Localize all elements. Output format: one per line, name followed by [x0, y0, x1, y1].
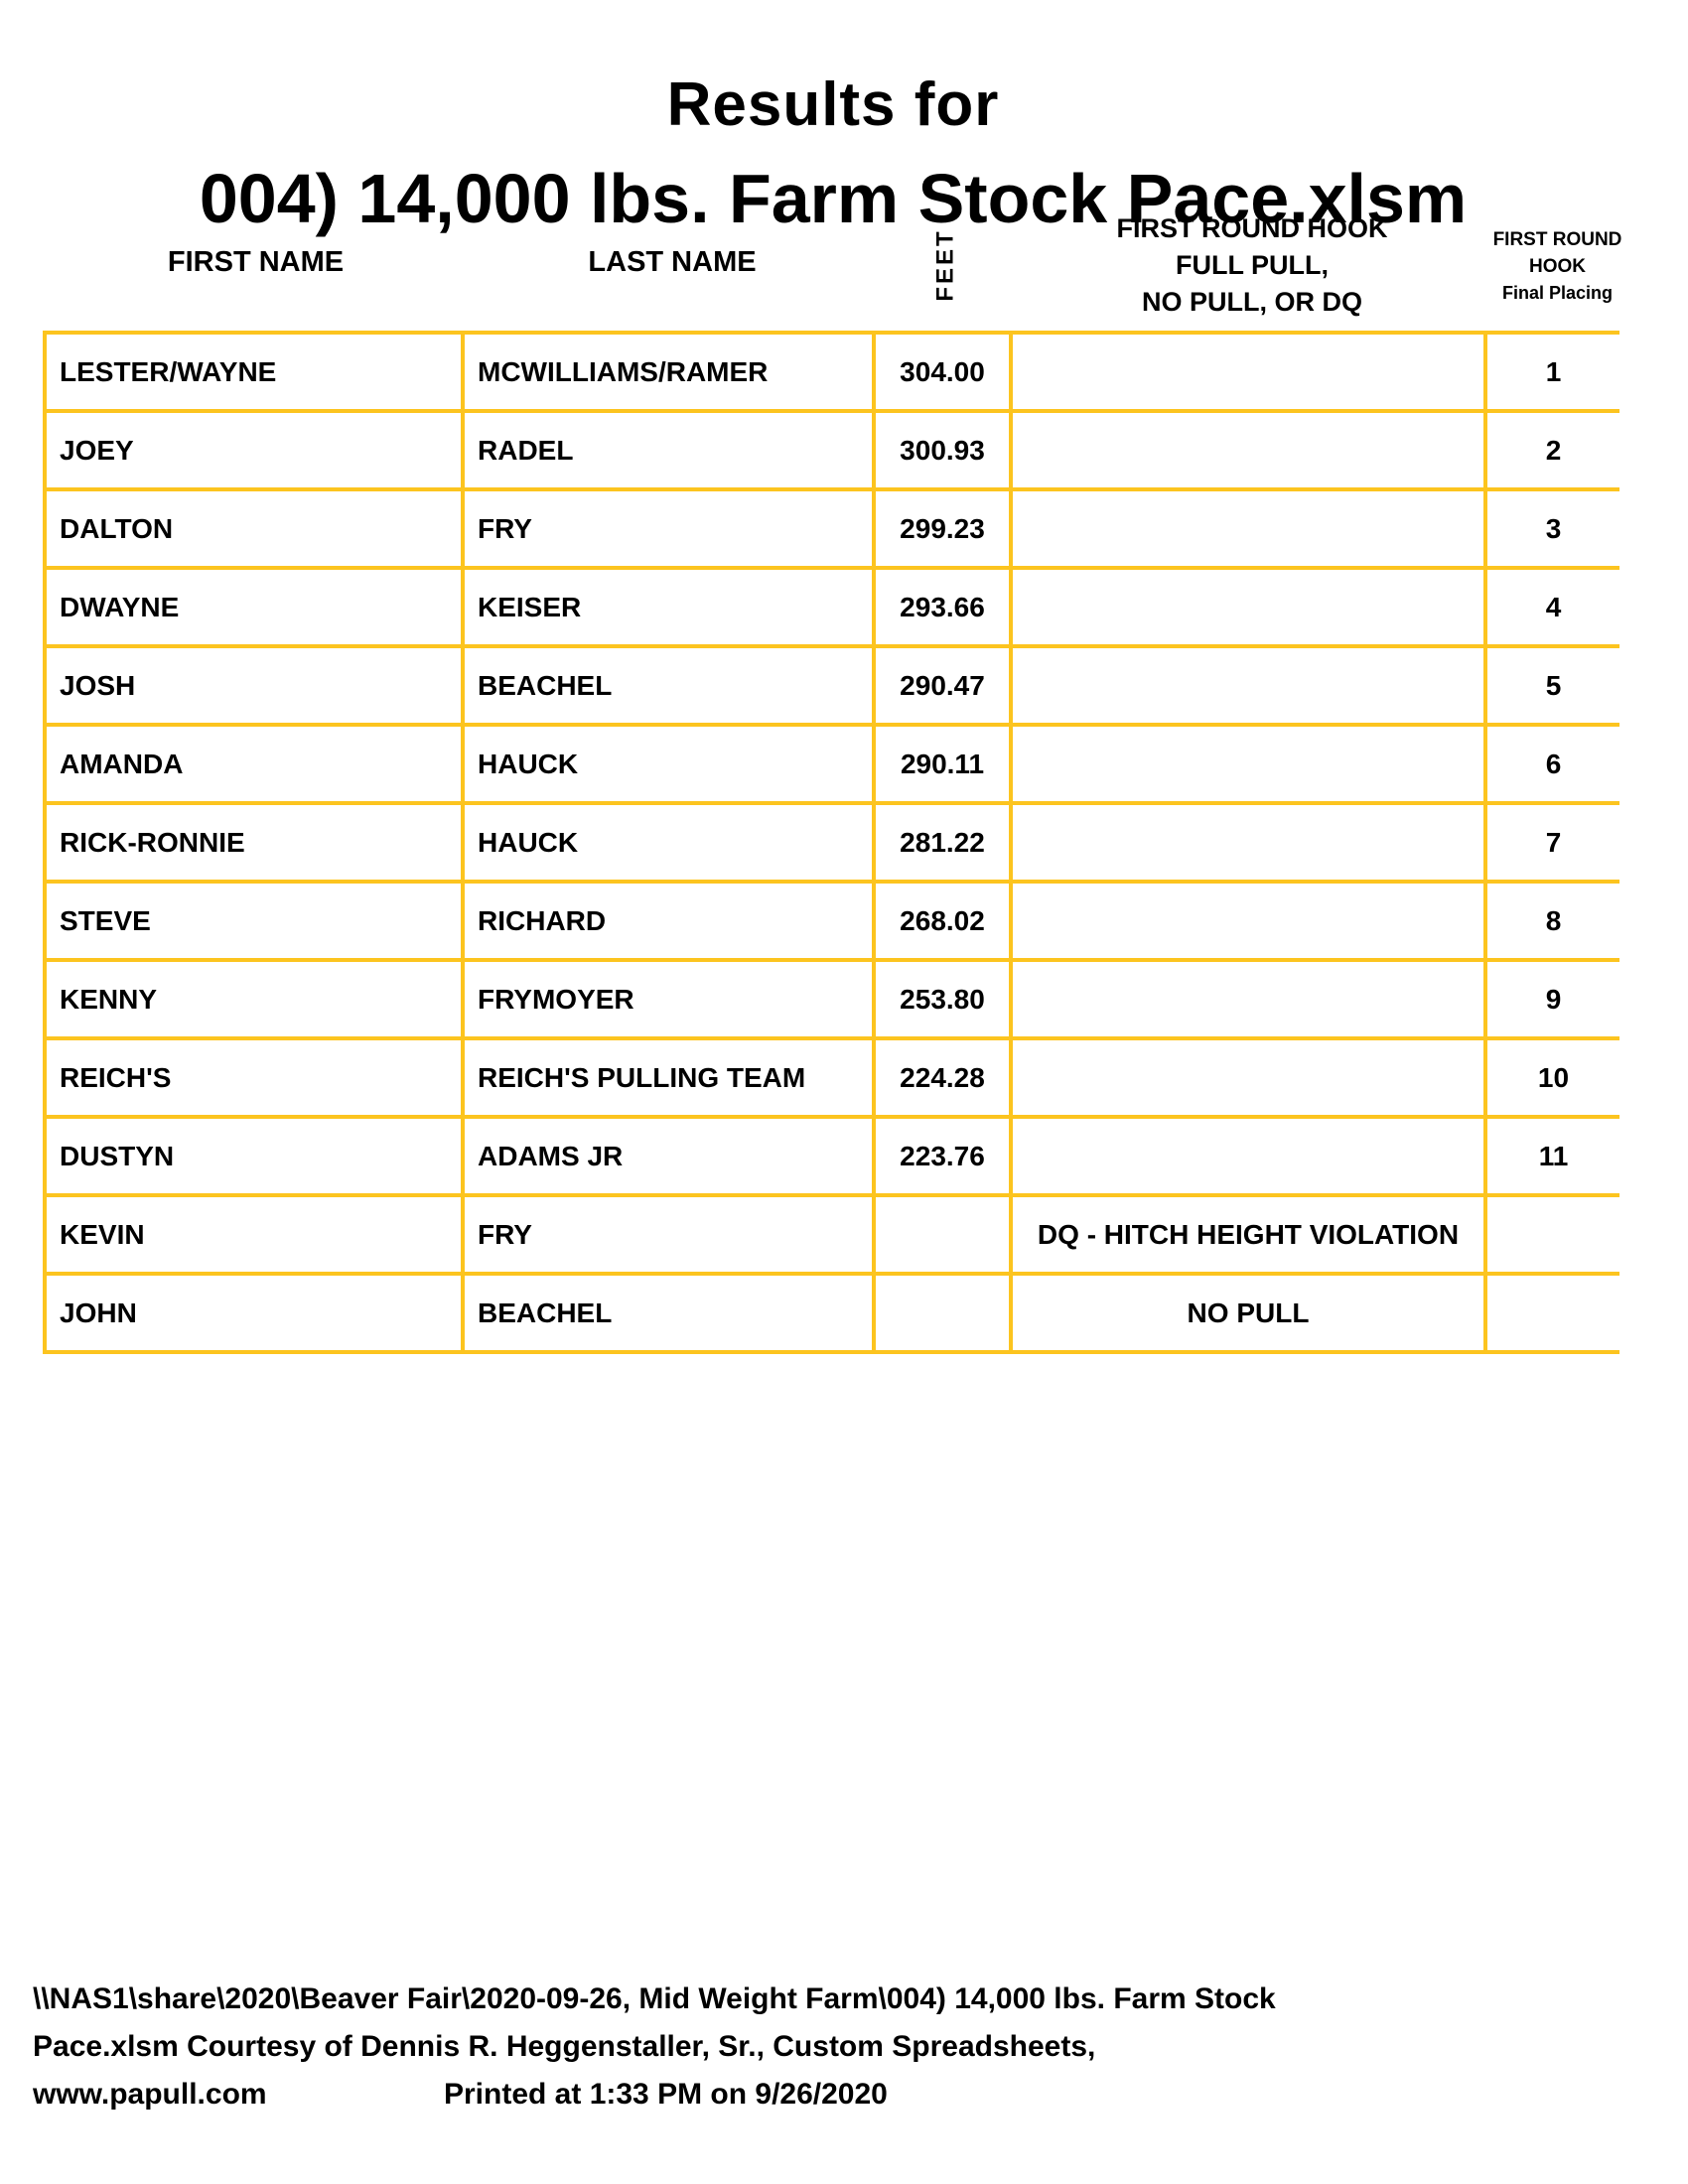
feet-cell: 224.28 — [876, 1040, 1013, 1119]
results-table: LESTER/WAYNE MCWILLIAMS/RAMER 304.00 1 J… — [43, 331, 1619, 1354]
table-row: RICK-RONNIE HAUCK 281.22 7 — [47, 805, 1619, 884]
page-title-line2: 004) 14,000 lbs. Farm Stock Pace.xlsm — [199, 160, 1468, 237]
footer-printed-at: Printed at 1:33 PM on 9/26/2020 — [444, 2078, 888, 2111]
page-title-line1: Results for — [666, 70, 1000, 139]
first-name-cell: DALTON — [47, 491, 465, 570]
placing-cell: 5 — [1487, 648, 1619, 727]
first-name-cell: JOEY — [47, 413, 465, 491]
placing-cell: 7 — [1487, 805, 1619, 884]
hook-status-cell — [1013, 491, 1487, 570]
feet-cell: 223.76 — [876, 1119, 1013, 1197]
placing-cell — [1487, 1276, 1619, 1354]
hook-header-line3: NO PULL, OR DQ — [1142, 287, 1362, 317]
last-name-cell: FRY — [465, 1197, 876, 1276]
first-name-cell: JOSH — [47, 648, 465, 727]
table-row: DUSTYN ADAMS JR 223.76 11 — [47, 1119, 1619, 1197]
hook-status-cell — [1013, 805, 1487, 884]
column-header-final-placing: FIRST ROUND HOOK Final Placing — [1491, 226, 1623, 307]
hook-status-cell — [1013, 1040, 1487, 1119]
last-name-cell: RICHARD — [465, 884, 876, 962]
table-row: KENNY FRYMOYER 253.80 9 — [47, 962, 1619, 1040]
feet-cell: 299.23 — [876, 491, 1013, 570]
last-name-cell: HAUCK — [465, 727, 876, 805]
table-row: KEVIN FRY DQ - HITCH HEIGHT VIOLATION — [47, 1197, 1619, 1276]
last-name-cell: KEISER — [465, 570, 876, 648]
hook-status-cell — [1013, 413, 1487, 491]
first-name-cell: AMANDA — [47, 727, 465, 805]
table-row: LESTER/WAYNE MCWILLIAMS/RAMER 304.00 1 — [47, 335, 1619, 413]
placing-cell: 3 — [1487, 491, 1619, 570]
placing-header-line1: FIRST ROUND — [1492, 229, 1622, 250]
hook-status-cell — [1013, 570, 1487, 648]
feet-cell: 268.02 — [876, 884, 1013, 962]
last-name-cell: FRYMOYER — [465, 962, 876, 1040]
last-name-cell: MCWILLIAMS/RAMER — [465, 335, 876, 413]
last-name-cell: FRY — [465, 491, 876, 570]
footer-courtesy-line: Pace.xlsm Courtesy of Dennis R. Heggenst… — [33, 2030, 1096, 2063]
placing-cell: 2 — [1487, 413, 1619, 491]
hook-status-cell — [1013, 1119, 1487, 1197]
first-name-cell: DWAYNE — [47, 570, 465, 648]
table-row: DALTON FRY 299.23 3 — [47, 491, 1619, 570]
hook-status-cell — [1013, 335, 1487, 413]
feet-cell: 300.93 — [876, 413, 1013, 491]
table-row: JOEY RADEL 300.93 2 — [47, 413, 1619, 491]
table-row: AMANDA HAUCK 290.11 6 — [47, 727, 1619, 805]
footer-file-path-line1: \\NAS1\share\2020\Beaver Fair\2020-09-26… — [33, 1982, 1276, 2015]
footer: \\NAS1\share\2020\Beaver Fair\2020-09-26… — [33, 1976, 1621, 2118]
placing-cell: 10 — [1487, 1040, 1619, 1119]
last-name-cell: BEACHEL — [465, 1276, 876, 1354]
last-name-cell: ADAMS JR — [465, 1119, 876, 1197]
hook-status-cell: NO PULL — [1013, 1276, 1487, 1354]
placing-cell — [1487, 1197, 1619, 1276]
hook-header-line2: FULL PULL, — [1176, 250, 1329, 280]
footer-website: www.papull.com — [33, 2078, 267, 2111]
placing-header-line2: HOOK — [1529, 256, 1586, 277]
column-header-first-name: FIRST NAME — [167, 246, 345, 278]
table-row: STEVE RICHARD 268.02 8 — [47, 884, 1619, 962]
feet-cell: 304.00 — [876, 335, 1013, 413]
feet-cell: 290.11 — [876, 727, 1013, 805]
feet-cell: 281.22 — [876, 805, 1013, 884]
table-row: REICH'S REICH'S PULLING TEAM 224.28 10 — [47, 1040, 1619, 1119]
hook-status-cell — [1013, 962, 1487, 1040]
first-name-cell: REICH'S — [47, 1040, 465, 1119]
hook-status-cell — [1013, 727, 1487, 805]
last-name-cell: REICH'S PULLING TEAM — [465, 1040, 876, 1119]
table-row: DWAYNE KEISER 293.66 4 — [47, 570, 1619, 648]
hook-status-cell: DQ - HITCH HEIGHT VIOLATION — [1013, 1197, 1487, 1276]
table-row: JOHN BEACHEL NO PULL — [47, 1276, 1619, 1354]
column-header-hook-status: FIRST ROUND HOOK FULL PULL, NO PULL, OR … — [1017, 210, 1487, 321]
column-header-last-name: LAST NAME — [588, 246, 757, 278]
first-name-cell: STEVE — [47, 884, 465, 962]
hook-header-line1: FIRST ROUND HOOK — [1116, 213, 1388, 243]
feet-cell — [876, 1276, 1013, 1354]
placing-cell: 1 — [1487, 335, 1619, 413]
first-name-cell: JOHN — [47, 1276, 465, 1354]
first-name-cell: KENNY — [47, 962, 465, 1040]
feet-vertical-label: FEET — [932, 228, 959, 302]
placing-cell: 11 — [1487, 1119, 1619, 1197]
feet-cell: 253.80 — [876, 962, 1013, 1040]
first-name-cell: DUSTYN — [47, 1119, 465, 1197]
first-name-cell: LESTER/WAYNE — [47, 335, 465, 413]
placing-cell: 6 — [1487, 727, 1619, 805]
feet-cell: 293.66 — [876, 570, 1013, 648]
last-name-cell: BEACHEL — [465, 648, 876, 727]
hook-status-cell — [1013, 648, 1487, 727]
first-name-cell: KEVIN — [47, 1197, 465, 1276]
feet-cell: 290.47 — [876, 648, 1013, 727]
first-name-cell: RICK-RONNIE — [47, 805, 465, 884]
table-row: JOSH BEACHEL 290.47 5 — [47, 648, 1619, 727]
placing-header-line3: Final Placing — [1501, 283, 1614, 303]
last-name-cell: RADEL — [465, 413, 876, 491]
hook-status-cell — [1013, 884, 1487, 962]
footer-print-line: www.papull.com Printed at 1:33 PM on 9/26… — [33, 2071, 1621, 2118]
feet-cell — [876, 1197, 1013, 1276]
placing-cell: 9 — [1487, 962, 1619, 1040]
placing-cell: 8 — [1487, 884, 1619, 962]
last-name-cell: HAUCK — [465, 805, 876, 884]
placing-cell: 4 — [1487, 570, 1619, 648]
